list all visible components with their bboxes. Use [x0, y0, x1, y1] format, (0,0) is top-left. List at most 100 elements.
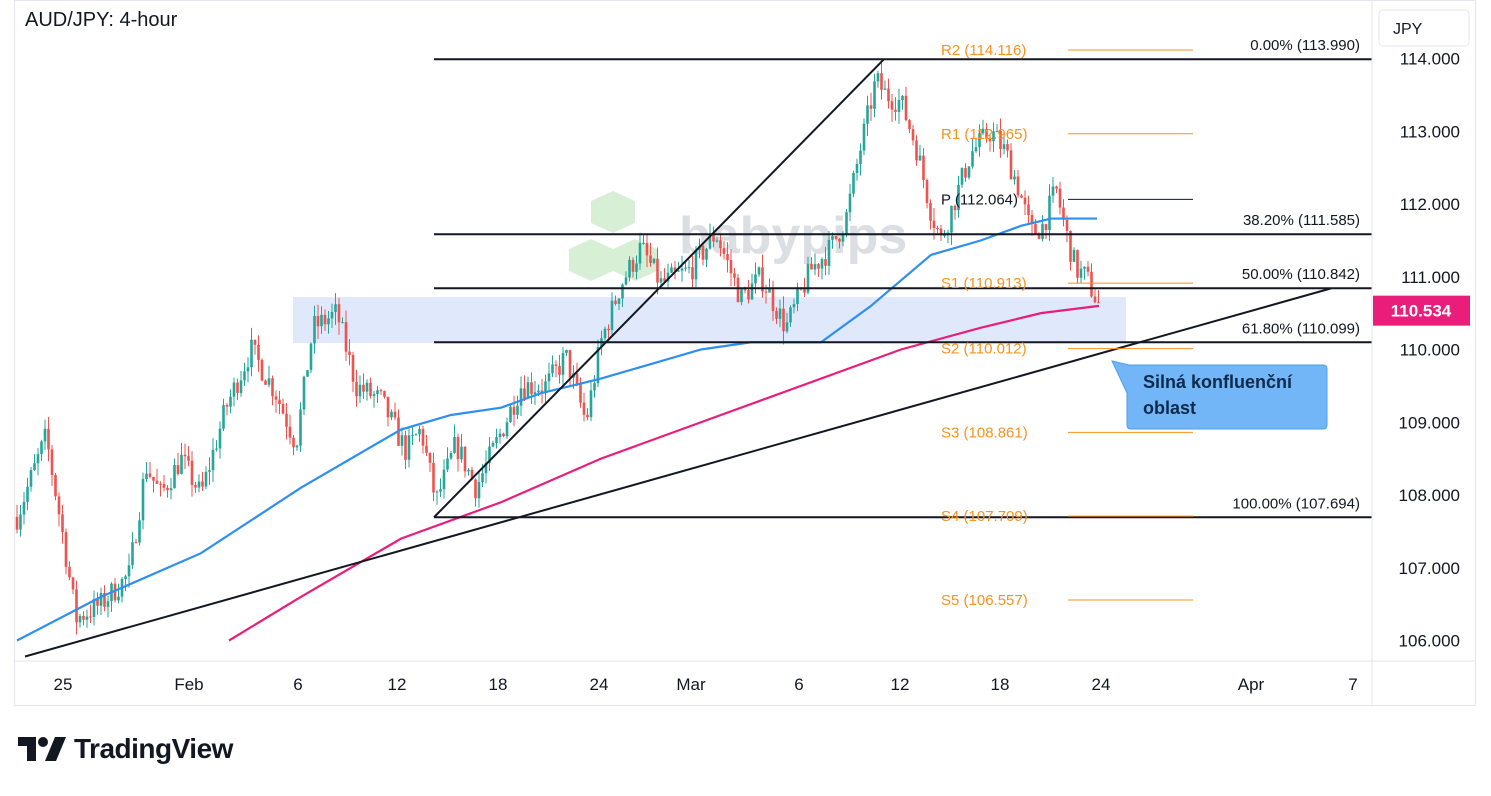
candle-body [1069, 230, 1072, 262]
candle-body [1016, 176, 1020, 196]
candle-body [376, 390, 379, 395]
callout-line-1: Silná konfluenční [1143, 372, 1293, 392]
candle-body [183, 454, 187, 457]
candle-body [964, 168, 967, 178]
candle-body [684, 267, 687, 269]
candle-body [99, 592, 103, 606]
watermark-text: babypips [679, 207, 907, 265]
candle-body [659, 278, 663, 283]
candle-body [922, 155, 925, 180]
candle-body [502, 433, 505, 437]
candle-body [400, 435, 404, 446]
candle-body [953, 205, 957, 211]
moving-average-short [16, 217, 1097, 642]
candle-body [316, 315, 320, 327]
candle-body [820, 259, 824, 269]
tradingview-logo[interactable]: TradingView [18, 733, 233, 765]
candle-body [222, 405, 225, 429]
x-tick-label: 24 [1092, 675, 1111, 694]
candle-body [190, 460, 194, 486]
candle-body [127, 565, 131, 577]
fib-level-label: 100.00% (107.694) [1232, 495, 1360, 512]
candle-body [474, 479, 477, 499]
candle-body [288, 426, 292, 438]
candle-body [414, 434, 418, 436]
candle-body [96, 598, 99, 606]
candle-body [306, 370, 309, 377]
candle-body [1079, 268, 1083, 278]
candle-body [827, 239, 831, 266]
candle-body [876, 73, 880, 82]
candle-body [621, 284, 624, 299]
candle-body [243, 371, 246, 381]
candle-body [208, 470, 211, 472]
candle-body [411, 434, 414, 436]
price-chart[interactable]: babypips 0.00% (113.990) 38.20% (111.585)… [15, 1, 1475, 705]
candle-body [936, 228, 939, 230]
candle-body [481, 473, 484, 482]
candle-body [708, 234, 712, 249]
candle-body [806, 263, 810, 293]
candle-body [131, 542, 134, 566]
candle-body [1006, 144, 1009, 151]
x-tick-label: 18 [991, 675, 1010, 694]
candle-body [1009, 150, 1013, 180]
candle-body [824, 259, 827, 266]
candle-body [421, 428, 425, 446]
candle-body [554, 364, 558, 366]
candle-body [582, 402, 586, 415]
candle-body [568, 350, 572, 378]
candle-body [341, 322, 344, 324]
candle-body [295, 445, 299, 448]
candle-body [432, 462, 435, 493]
candle-body [435, 491, 439, 493]
candle-body [796, 288, 799, 305]
candle-body [848, 193, 852, 213]
candle-body [425, 445, 428, 453]
candle-body [75, 589, 78, 623]
candle-body [523, 388, 526, 399]
chart-frame: babypips 0.00% (113.990) 38.20% (111.585)… [14, 0, 1476, 706]
candle-body [141, 479, 145, 521]
current-price-value: 110.534 [1391, 302, 1452, 321]
candle-body [782, 308, 785, 332]
candle-body [638, 243, 642, 264]
support-trendline [24, 287, 1332, 658]
candle-body [456, 437, 460, 460]
candle-body [729, 260, 733, 274]
candle-body [145, 473, 148, 480]
x-tick-label: 24 [590, 675, 609, 694]
candle-body [1048, 195, 1051, 231]
chart-title: AUD/JPY: 4-hour [25, 9, 178, 31]
candle-body [281, 404, 285, 414]
candle-body [470, 469, 474, 480]
candle-body [78, 615, 82, 623]
tradingview-wordmark: TradingView [74, 733, 233, 764]
candle-body [789, 307, 792, 323]
candle-body [176, 464, 180, 475]
candle-body [36, 454, 40, 464]
candle-body [1020, 195, 1023, 198]
candle-body [624, 277, 628, 285]
x-tick-label: Mar [676, 675, 706, 694]
candle-body [204, 471, 208, 487]
candle-body [148, 473, 152, 477]
candle-body [369, 382, 372, 396]
candle-body [355, 381, 358, 397]
currency-selector[interactable]: JPY [1378, 9, 1470, 47]
y-tick-label: 108.000 [1399, 486, 1460, 505]
candle-body [547, 373, 551, 382]
candle-body [22, 501, 26, 515]
candle-body [89, 616, 92, 618]
candle-body [932, 220, 936, 229]
candle-body [726, 253, 729, 261]
candle-body [138, 520, 141, 543]
candle-body [768, 288, 771, 293]
candle-body [267, 378, 271, 385]
candle-body [519, 388, 523, 406]
candle-body [764, 291, 768, 293]
candle-body [694, 250, 698, 280]
candle-body [925, 179, 929, 204]
candle-body [593, 383, 596, 391]
candle-body [663, 278, 666, 282]
